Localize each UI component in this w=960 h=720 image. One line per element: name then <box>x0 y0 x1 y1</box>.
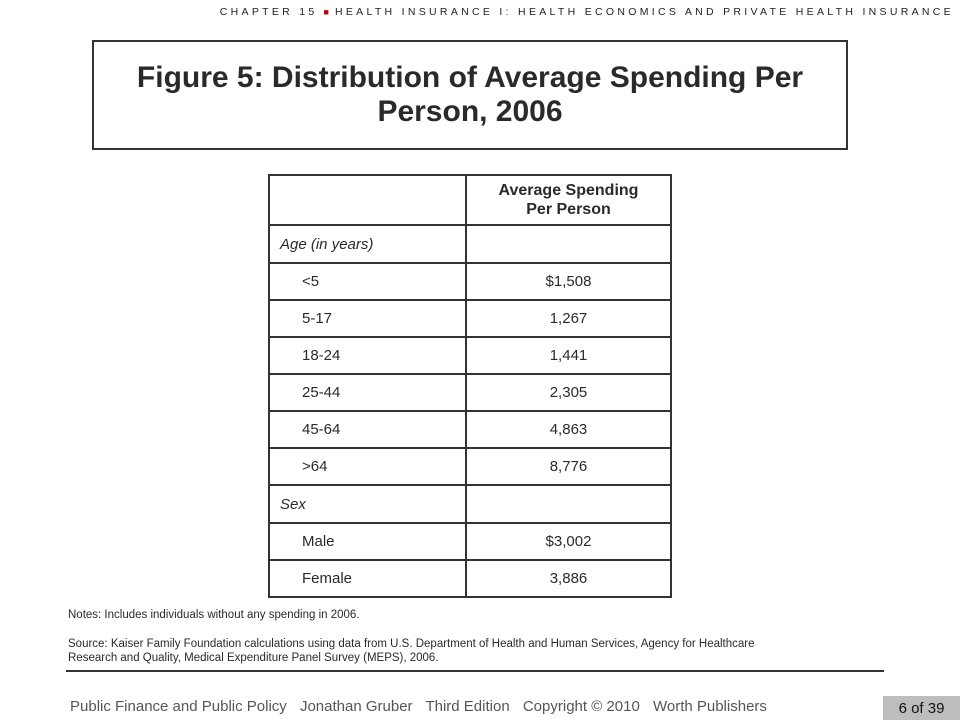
column-header-line2: Per Person <box>526 201 611 218</box>
spending-table: Average Spending Per Person Age (in year… <box>268 174 672 598</box>
chapter-number: CHAPTER 15 <box>219 6 318 18</box>
row-value: 1,441 <box>465 336 672 375</box>
row-value: $1,508 <box>465 262 672 301</box>
slide-footer: Public Finance and Public Policy Jonatha… <box>70 698 776 715</box>
source-line1: Source: Kaiser Family Foundation calcula… <box>68 638 755 650</box>
section-row-age: Age (in years) <box>268 224 672 264</box>
separator-icon: ■ <box>323 7 329 17</box>
figure-title-line1: Figure 5: Distribution of Average Spendi… <box>136 61 804 94</box>
figure-title-line2: Person, 2006 <box>377 95 563 128</box>
row-value: 1,267 <box>465 299 672 338</box>
row-label: 25-44 <box>268 373 467 412</box>
section-heading: Sex <box>268 484 467 524</box>
row-value: 4,863 <box>465 410 672 449</box>
row-label: 18-24 <box>268 336 467 375</box>
footer-edition: Third Edition <box>425 698 510 715</box>
divider <box>66 670 884 672</box>
figure-title-box: Figure 5: Distribution of Average Spendi… <box>92 40 848 150</box>
row-label: <5 <box>268 262 467 301</box>
section-empty-cell <box>465 224 672 264</box>
row-value: 8,776 <box>465 447 672 486</box>
section-heading: Age (in years) <box>268 224 467 264</box>
chapter-subject: HEALTH INSURANCE I: HEALTH ECONOMICS AND… <box>334 6 954 18</box>
row-value: 3,886 <box>465 559 672 598</box>
footer-author: Jonathan Gruber <box>299 698 413 715</box>
table-source: Source: Kaiser Family Foundation calcula… <box>68 637 878 665</box>
table-row: 45-64 4,863 <box>268 410 672 449</box>
column-header-line1: Average Spending <box>498 182 639 199</box>
table-header-row: Average Spending Per Person <box>268 174 672 226</box>
row-label: Male <box>268 522 467 561</box>
footer-copyright: Copyright © 2010 <box>522 698 640 715</box>
table-row: Male $3,002 <box>268 522 672 561</box>
footer-publisher: Worth Publishers <box>652 698 767 715</box>
table-notes: Notes: Includes individuals without any … <box>68 609 360 621</box>
row-label: 45-64 <box>268 410 467 449</box>
section-row-sex: Sex <box>268 484 672 524</box>
table-header-blank <box>268 174 467 226</box>
row-label: 5-17 <box>268 299 467 338</box>
table-header-value: Average Spending Per Person <box>465 174 672 226</box>
table-row: 5-17 1,267 <box>268 299 672 338</box>
section-empty-cell <box>465 484 672 524</box>
chapter-header: CHAPTER 15 ■ HEALTH INSURANCE I: HEALTH EC… <box>220 6 954 18</box>
row-value: $3,002 <box>465 522 672 561</box>
table-row: Female 3,886 <box>268 559 672 598</box>
source-line2: Research and Quality, Medical Expenditur… <box>68 652 439 664</box>
table-row: 18-24 1,441 <box>268 336 672 375</box>
page-number: 6 of 39 <box>883 696 960 720</box>
table-row: >64 8,776 <box>268 447 672 486</box>
footer-book: Public Finance and Public Policy <box>70 698 287 715</box>
row-value: 2,305 <box>465 373 672 412</box>
row-label: >64 <box>268 447 467 486</box>
figure-title: Figure 5: Distribution of Average Spendi… <box>137 61 803 129</box>
table-row: 25-44 2,305 <box>268 373 672 412</box>
row-label: Female <box>268 559 467 598</box>
table-row: <5 $1,508 <box>268 262 672 301</box>
